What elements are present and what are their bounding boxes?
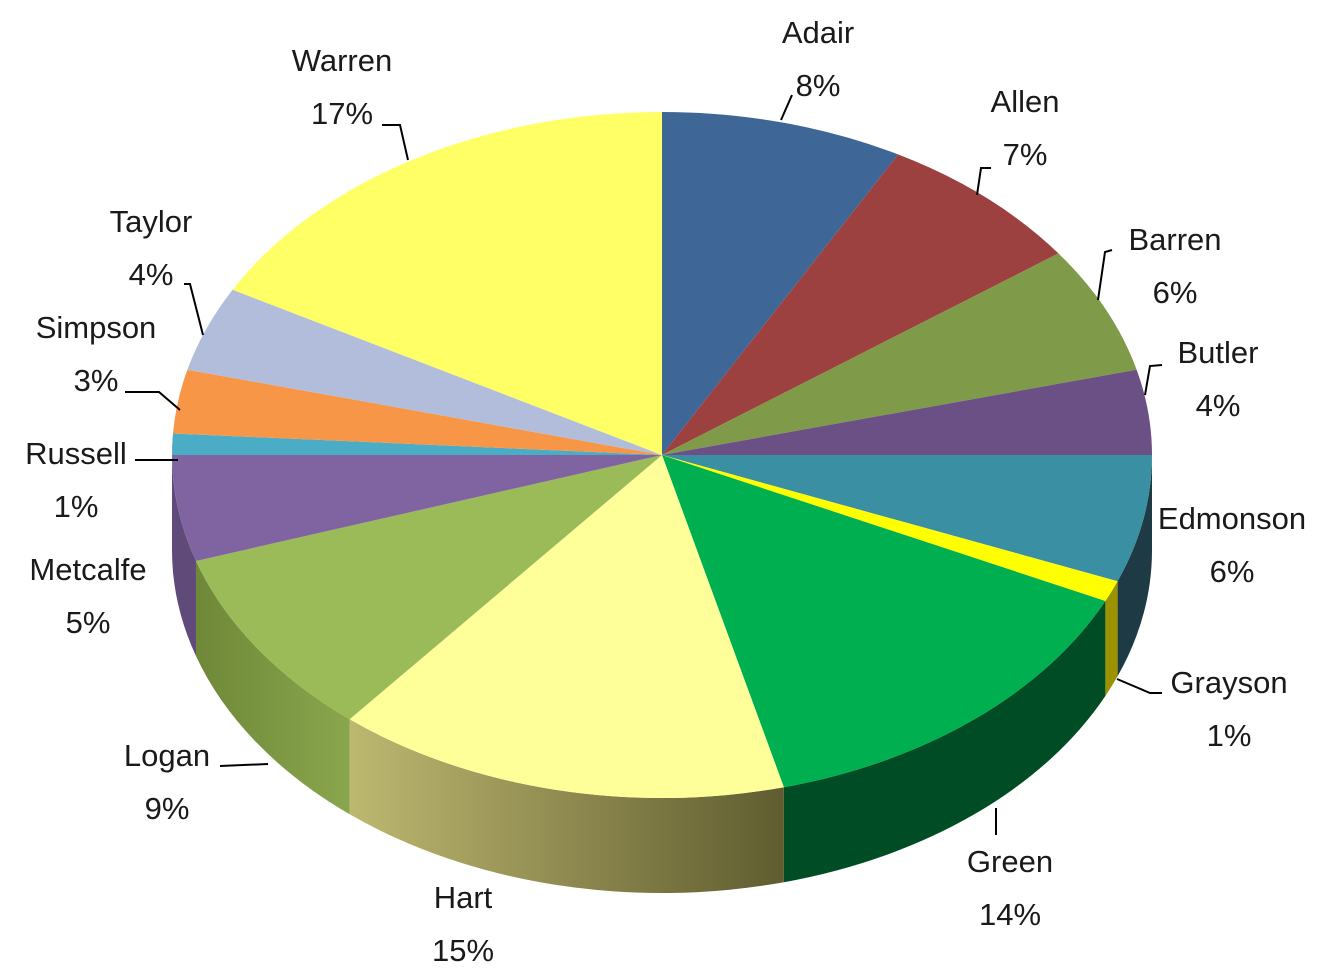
- data-label-name-allen: Allen: [991, 84, 1060, 119]
- pie-side-walls: [172, 455, 1152, 893]
- data-label-pct-russell: 1%: [54, 489, 99, 524]
- slice-simpson: [172, 369, 662, 455]
- data-label-pct-edmonson: 6%: [1210, 554, 1255, 589]
- data-label-name-warren: Warren: [292, 43, 392, 78]
- data-label-name-simpson: Simpson: [36, 310, 157, 345]
- slice-butler: [662, 369, 1152, 455]
- data-labels: Adair 8% Allen 7% Barren 6% Butler 4% Edmonson 6%…: [25, 15, 1306, 968]
- pie-slices: [172, 112, 1152, 798]
- side-wall-metcalfe: [172, 455, 196, 656]
- leader-line-grayson: [1116, 678, 1162, 694]
- data-label-name-hart: Hart: [434, 880, 493, 915]
- data-label-name-barren: Barren: [1128, 222, 1221, 257]
- leader-line-allen: [976, 167, 991, 196]
- leader-line-butler: [1144, 364, 1163, 396]
- slice-green: [662, 455, 1106, 788]
- slice-hart: [349, 455, 784, 798]
- slice-taylor: [187, 289, 662, 455]
- leader-line-warren: [382, 124, 409, 161]
- side-wall-grayson: [1105, 581, 1118, 697]
- data-label-name-adair: Adair: [782, 15, 854, 50]
- data-label-pct-butler: 4%: [1196, 388, 1241, 423]
- data-label-name-metcalfe: Metcalfe: [29, 552, 146, 587]
- data-label-pct-simpson: 3%: [74, 363, 119, 398]
- slice-grayson: [662, 455, 1118, 602]
- data-label-pct-hart: 15%: [432, 933, 494, 968]
- data-label-name-russell: Russell: [25, 436, 127, 471]
- data-label-pct-adair: 8%: [796, 68, 841, 103]
- data-label-pct-green: 14%: [979, 897, 1041, 932]
- side-wall-edmonson: [1117, 455, 1152, 677]
- slice-barren: [662, 253, 1137, 455]
- side-wall-logan: [195, 560, 350, 815]
- data-label-name-green: Green: [967, 844, 1053, 879]
- data-label-pct-metcalfe: 5%: [66, 605, 111, 640]
- data-label-pct-grayson: 1%: [1207, 718, 1252, 753]
- slice-russell: [172, 433, 662, 455]
- leader-line-taylor: [184, 283, 204, 336]
- leader-line-adair: [780, 94, 793, 121]
- slice-logan: [195, 455, 662, 720]
- data-label-name-logan: Logan: [124, 738, 210, 773]
- leader-line-barren: [1097, 249, 1113, 301]
- slice-adair: [662, 112, 899, 455]
- data-label-name-edmonson: Edmonson: [1158, 501, 1306, 536]
- data-label-name-taylor: Taylor: [110, 204, 193, 239]
- data-label-pct-barren: 6%: [1153, 275, 1198, 310]
- side-wall-hart: [349, 719, 784, 893]
- slice-warren: [232, 112, 662, 455]
- data-label-name-butler: Butler: [1178, 335, 1259, 370]
- label-leader-lines: [125, 94, 1163, 835]
- data-label-name-grayson: Grayson: [1170, 665, 1287, 700]
- slice-edmonson: [662, 455, 1152, 582]
- data-label-pct-warren: 17%: [311, 96, 373, 131]
- leader-line-simpson: [125, 391, 181, 411]
- slice-allen: [662, 154, 1059, 455]
- side-wall-green: [783, 601, 1106, 883]
- slice-metcalfe: [172, 455, 662, 561]
- data-label-pct-taylor: 4%: [129, 257, 174, 292]
- data-label-pct-allen: 7%: [1003, 137, 1048, 172]
- data-label-pct-logan: 9%: [145, 791, 190, 826]
- leader-line-logan: [219, 763, 269, 767]
